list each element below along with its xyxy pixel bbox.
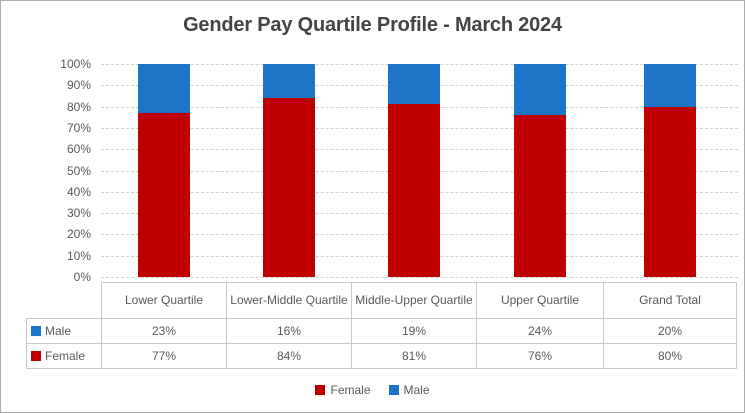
y-axis-tick-20-: 20% xyxy=(66,227,91,242)
female-swatch-icon xyxy=(31,350,41,361)
y-axis-tick-60-: 60% xyxy=(66,142,91,157)
data-table: Lower Quartile Lower-Middle Quartile Middl… xyxy=(26,282,737,369)
table-cell-female-lower-middle-quartile: 84% xyxy=(226,343,352,369)
male-swatch-icon xyxy=(31,325,41,336)
table-header-grand-total: Grand Total xyxy=(603,282,737,319)
data-table-body: Lower Quartile Lower-Middle Quartile Middl… xyxy=(26,282,737,369)
bar-segment-female-middle-upper-quartile xyxy=(387,104,440,277)
table-cell-male-lower-quartile: 23% xyxy=(101,318,227,344)
table-row-female: Female 77% 84% 81% 76% 80% xyxy=(26,343,737,369)
legend-female-swatch-icon xyxy=(315,385,326,395)
legend-label-female: Female xyxy=(330,383,371,397)
bar-segment-male-lower-middle-quartile xyxy=(262,64,315,99)
table-cell-female-grand-total: 80% xyxy=(603,343,737,369)
legend-item-female: Female xyxy=(315,383,371,397)
bar-middle-upper-quartile xyxy=(387,64,440,277)
table-corner-cell xyxy=(27,283,102,319)
bar-segment-female-grand-total xyxy=(643,106,696,277)
bar-grand-total xyxy=(643,64,696,277)
table-cell-male-grand-total: 20% xyxy=(603,318,737,344)
y-axis-tick-0-: 0% xyxy=(73,270,91,284)
y-axis-tick-10-: 10% xyxy=(66,248,91,263)
bar-segment-male-grand-total xyxy=(643,64,696,107)
table-header-row: Lower Quartile Lower-Middle Quartile Middl… xyxy=(27,282,737,319)
gridline-0- xyxy=(101,277,738,278)
y-axis-tick-50-: 50% xyxy=(66,163,91,178)
y-axis-tick-30-: 30% xyxy=(66,206,91,221)
y-axis-tick-90-: 90% xyxy=(66,78,91,93)
legend-male-swatch-icon xyxy=(388,385,399,395)
table-header-upper-quartile: Upper Quartile xyxy=(476,282,604,319)
bar-segment-male-lower-quartile xyxy=(137,64,190,113)
table-row-label-female: Female xyxy=(26,343,102,369)
table-cell-female-upper-quartile: 76% xyxy=(476,343,604,369)
table-cell-male-middle-upper-quartile: 19% xyxy=(351,318,477,344)
chart-legend: Female Male xyxy=(1,383,744,397)
bar-segment-male-upper-quartile xyxy=(513,64,566,116)
bar-lower-quartile xyxy=(137,64,190,277)
legend-label-male: Male xyxy=(403,383,430,397)
y-axis-tick-40-: 40% xyxy=(66,184,91,199)
bar-segment-female-upper-quartile xyxy=(513,115,566,277)
y-axis-tick-100-: 100% xyxy=(60,57,91,71)
table-header-middle-upper-quartile: Middle-Upper Quartile xyxy=(351,282,477,319)
bar-segment-female-lower-quartile xyxy=(137,112,190,277)
table-row-label-male: Male xyxy=(26,318,102,344)
plot-area xyxy=(101,64,738,278)
bar-segment-female-lower-middle-quartile xyxy=(262,98,315,277)
chart-title: Gender Pay Quartile Profile - March 2024 xyxy=(183,14,562,36)
legend-item-male: Male xyxy=(388,383,430,397)
table-cell-male-lower-middle-quartile: 16% xyxy=(226,318,352,344)
table-cell-female-middle-upper-quartile: 81% xyxy=(351,343,477,369)
table-header-lower-quartile: Lower Quartile xyxy=(101,282,227,319)
y-axis-tick-70-: 70% xyxy=(66,120,91,135)
table-row-male: Male 23% 16% 19% 24% 20% xyxy=(26,318,737,344)
table-cell-male-upper-quartile: 24% xyxy=(476,318,604,344)
bar-lower-middle-quartile xyxy=(262,64,315,277)
bar-segment-male-middle-upper-quartile xyxy=(387,64,440,105)
table-header-lower-middle-quartile: Lower-Middle Quartile xyxy=(226,282,352,319)
table-cell-female-lower-quartile: 77% xyxy=(101,343,227,369)
y-axis-tick-80-: 80% xyxy=(66,99,91,114)
bar-upper-quartile xyxy=(513,64,566,277)
